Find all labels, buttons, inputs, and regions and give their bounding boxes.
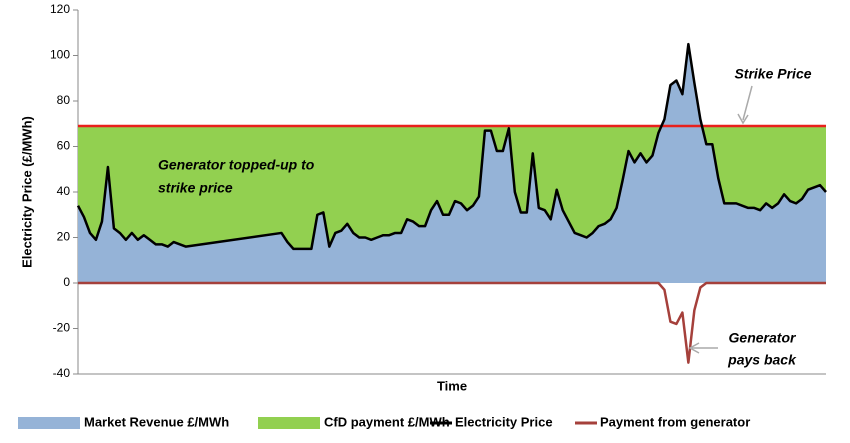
- annotation: strike price: [158, 180, 233, 196]
- legend-swatch: [258, 417, 320, 429]
- y-tick-label: -20: [53, 321, 71, 335]
- series-line: [76, 42, 827, 251]
- arrow: [742, 85, 753, 121]
- market-revenue-area: [78, 44, 826, 283]
- arrow-head: [688, 342, 700, 354]
- annotation: pays back: [727, 352, 797, 368]
- arrow-head: [737, 113, 749, 125]
- y-tick-label: 20: [57, 230, 71, 244]
- y-tick-label: -40: [53, 366, 71, 380]
- legend-label: Payment from generator: [600, 414, 750, 429]
- y-tick-label: 80: [57, 93, 71, 107]
- y-tick-label: 120: [50, 2, 70, 16]
- y-tick-label: 60: [57, 139, 71, 153]
- y-axis-label: Electricity Price (£/MWh): [19, 116, 34, 268]
- series-line: [78, 281, 826, 364]
- legend-swatch: [18, 417, 80, 429]
- annotation: Generator: [729, 330, 797, 346]
- annotation: Generator topped-up to: [158, 157, 315, 173]
- strike-price-label: Strike Price: [734, 66, 811, 82]
- y-tick-label: 40: [57, 184, 71, 198]
- legend-label: Electricity Price: [455, 414, 553, 429]
- legend-label: Market Revenue £/MWh: [84, 414, 229, 429]
- y-tick-label: 0: [63, 275, 70, 289]
- x-axis-label: Time: [437, 378, 467, 393]
- legend-label: CfD payment £/MWh: [324, 414, 450, 429]
- y-tick-label: 100: [50, 48, 70, 62]
